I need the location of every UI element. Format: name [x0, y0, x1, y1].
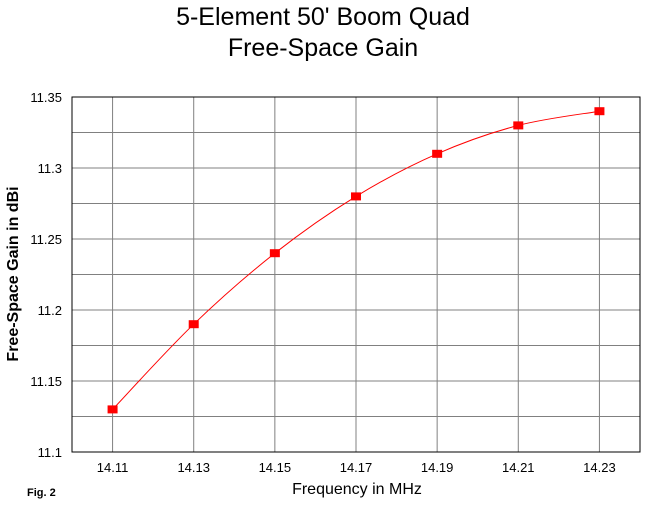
data-point-marker [107, 405, 118, 414]
x-tick-label: 14.13 [177, 460, 210, 475]
chart-title-line-1: 5-Element 50' Boom Quad [176, 3, 470, 31]
y-tick-label: 11.25 [30, 232, 62, 247]
y-axis-label: Free-Space Gain in dBi [5, 186, 22, 361]
y-tick-label: 11.15 [30, 374, 62, 389]
data-point-marker [513, 121, 524, 130]
x-tick-label: 14.15 [259, 460, 292, 475]
data-point-marker [432, 149, 443, 158]
plot-area-frame [71, 96, 641, 453]
chart-title-line-2: Free-Space Gain [227, 34, 419, 62]
figure-label: Fig. 2 [27, 487, 56, 499]
x-tick-label: 14.17 [340, 460, 373, 475]
data-point-marker [269, 249, 280, 258]
data-point-marker [594, 107, 605, 116]
data-point-marker [188, 320, 199, 329]
y-tick-label: 11.35 [30, 90, 62, 105]
y-tick-label: 11.2 [38, 303, 62, 318]
x-axis-tick-labels: 14.11 14.13 14.15 14.17 14.19 14.21 14.23 [97, 460, 616, 475]
grid-lines [72, 96, 640, 453]
y-tick-label: 11.1 [38, 445, 62, 460]
data-point-marker [351, 192, 361, 201]
data-series [107, 107, 605, 414]
x-axis-label: Frequency in MHz [292, 481, 422, 498]
x-tick-label: 14.23 [583, 460, 616, 475]
y-axis-tick-labels: 11.1 11.15 11.2 11.25 11.3 11.35 [30, 90, 62, 460]
x-tick-label: 14.11 [97, 460, 129, 475]
x-tick-label: 14.21 [502, 460, 535, 475]
y-tick-label: 11.3 [38, 161, 62, 176]
x-tick-label: 14.19 [421, 460, 454, 475]
